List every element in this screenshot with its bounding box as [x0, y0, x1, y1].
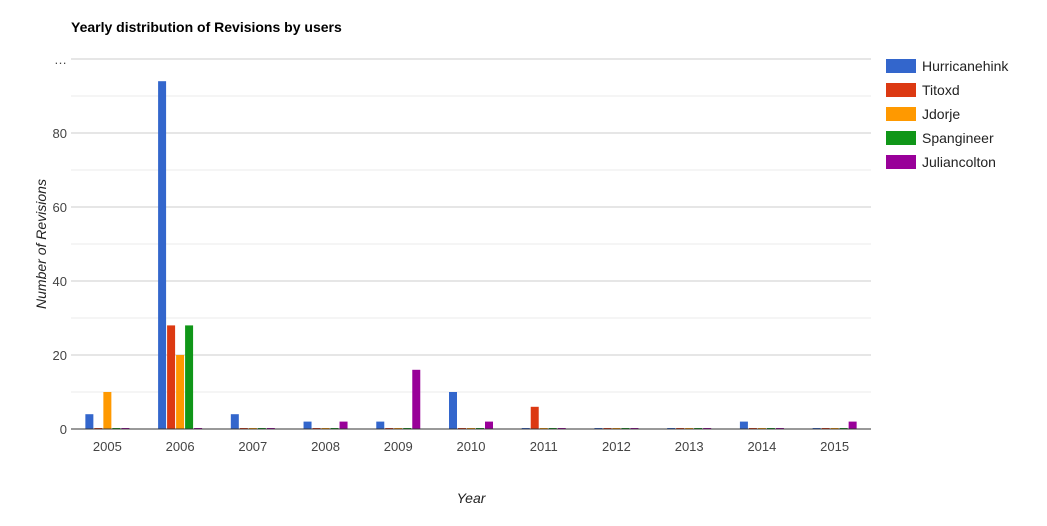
- x-tick-label: 2005: [93, 439, 122, 454]
- legend-swatch: [886, 59, 916, 73]
- bar-titoxd-2006[interactable]: [167, 325, 176, 429]
- legend-swatch: [886, 155, 916, 169]
- bar-juliancolton-2015[interactable]: [848, 421, 857, 429]
- x-tick-label: 2006: [166, 439, 195, 454]
- gridlines: [71, 58, 871, 393]
- bar-hurricanehink-2006[interactable]: [158, 81, 167, 429]
- bar-hurricanehink-2008[interactable]: [303, 421, 312, 429]
- y-tick-label-truncated: …: [54, 52, 67, 67]
- bar-hurricanehink-2005[interactable]: [85, 414, 94, 429]
- x-tick-label: 2012: [602, 439, 631, 454]
- y-tick-label: 60: [53, 200, 67, 215]
- x-tick-label: 2009: [384, 439, 413, 454]
- x-axis-label: Year: [457, 490, 487, 506]
- x-tick-label: 2014: [747, 439, 776, 454]
- y-axis-ticks: 0 20 40 60 80 …: [53, 52, 67, 437]
- x-tick-label: 2011: [530, 439, 558, 454]
- bar-jdorje-2006[interactable]: [176, 355, 185, 429]
- chart-title: Yearly distribution of Revisions by user…: [71, 19, 342, 35]
- legend-entry[interactable]: Hurricanehink: [922, 58, 1009, 74]
- x-tick-label: 2007: [238, 439, 267, 454]
- legend: Hurricanehink Titoxd Jdorje Spangineer Julia…: [886, 58, 1009, 170]
- bar-hurricanehink-2010[interactable]: [449, 392, 457, 429]
- bar-juliancolton-2008[interactable]: [339, 421, 348, 429]
- legend-swatch: [886, 131, 916, 145]
- bar-jdorje-2005[interactable]: [103, 392, 112, 429]
- y-tick-label: 80: [53, 126, 67, 141]
- bar-titoxd-2011[interactable]: [530, 406, 539, 429]
- bar-spangineer-2006[interactable]: [185, 325, 194, 429]
- legend-entry[interactable]: Juliancolton: [922, 154, 996, 170]
- x-axis-ticks: 2005 2006 2007 2008 2009 2010 2011 2012 2013 2014…: [93, 439, 849, 454]
- x-tick-label: 2013: [675, 439, 704, 454]
- y-tick-label: 20: [53, 348, 67, 363]
- bar-hurricanehink-2007[interactable]: [230, 414, 239, 429]
- legend-entry[interactable]: Spangineer: [922, 130, 994, 146]
- legend-entry[interactable]: Jdorje: [922, 106, 960, 122]
- bar-juliancolton-2010[interactable]: [485, 421, 493, 429]
- bar-juliancolton-2009[interactable]: [412, 369, 421, 429]
- y-tick-label: 40: [53, 274, 67, 289]
- x-tick-label: 2010: [457, 439, 486, 454]
- x-tick-label: 2015: [820, 439, 849, 454]
- legend-entry[interactable]: Titoxd: [922, 82, 960, 98]
- y-axis-label: Number of Revisions: [33, 179, 49, 309]
- bar-hurricanehink-2014[interactable]: [739, 421, 748, 429]
- x-tick-label: 2008: [311, 439, 340, 454]
- bar-hurricanehink-2009[interactable]: [376, 421, 385, 429]
- legend-swatch: [886, 83, 916, 97]
- y-tick-label: 0: [60, 422, 67, 437]
- legend-swatch: [886, 107, 916, 121]
